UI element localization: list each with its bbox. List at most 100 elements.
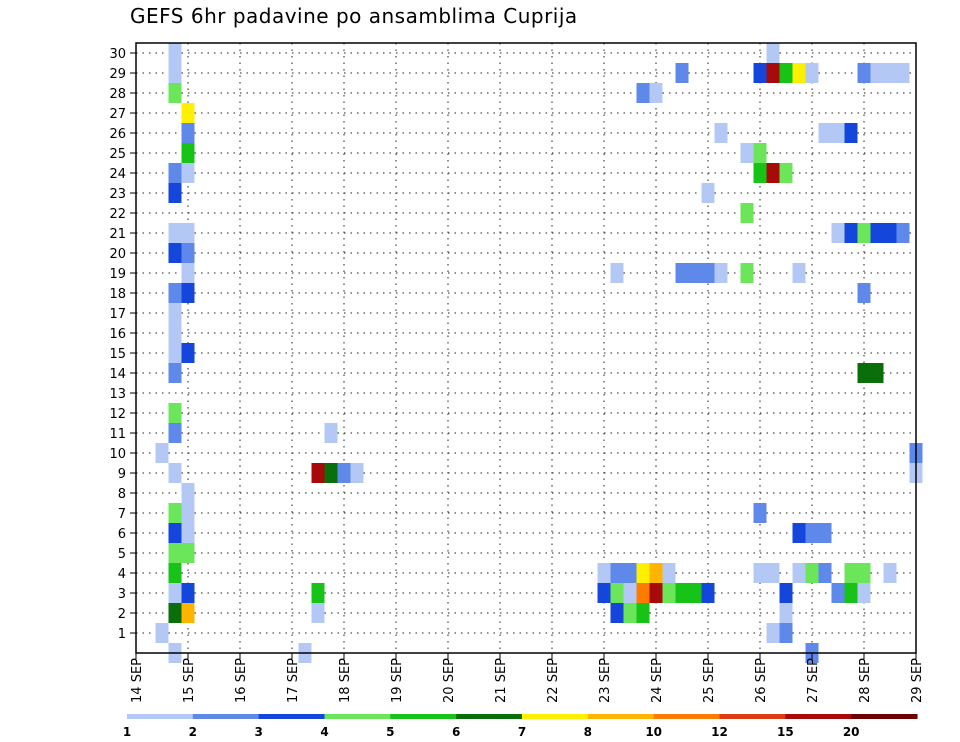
x-tick-label: 15 SEP bbox=[182, 658, 197, 703]
colorbar-label: 7 bbox=[518, 725, 526, 739]
heatmap-cell bbox=[701, 263, 715, 283]
heatmap-cell bbox=[740, 203, 754, 223]
heatmap-cell bbox=[844, 223, 858, 243]
heatmap-cell bbox=[831, 223, 845, 243]
heatmap-cell bbox=[714, 123, 728, 143]
y-tick-label: 20 bbox=[109, 247, 126, 262]
heatmap-cell bbox=[168, 403, 182, 423]
x-tick-label: 21 SEP bbox=[494, 658, 509, 703]
heatmap-cell bbox=[792, 63, 806, 83]
heatmap-cell bbox=[168, 523, 182, 543]
heatmap-cell bbox=[168, 243, 182, 263]
heatmap-cell bbox=[844, 583, 858, 603]
heatmap-cell bbox=[675, 263, 689, 283]
heatmap-cell bbox=[662, 583, 676, 603]
y-tick-label: 19 bbox=[109, 267, 126, 282]
heatmap-cell bbox=[883, 223, 897, 243]
colorbar-label: 5 bbox=[386, 725, 394, 739]
x-tick-label: 24 SEP bbox=[650, 658, 665, 703]
y-tick-label: 27 bbox=[109, 107, 126, 122]
y-tick-label: 22 bbox=[109, 207, 126, 222]
colorbar-segment bbox=[653, 714, 720, 719]
heatmap-cell bbox=[636, 563, 650, 583]
y-tick-label: 11 bbox=[109, 427, 126, 442]
colorbar-label: 8 bbox=[584, 725, 592, 739]
heatmap-cell bbox=[818, 563, 832, 583]
heatmap-cell bbox=[896, 63, 910, 83]
heatmap-cell bbox=[766, 163, 780, 183]
heatmap-cell bbox=[168, 603, 182, 623]
heatmap-cell bbox=[324, 463, 338, 483]
heatmap-cell bbox=[753, 163, 767, 183]
heatmap-cell bbox=[623, 583, 637, 603]
heatmap-cell bbox=[675, 63, 689, 83]
y-tick-label: 16 bbox=[109, 327, 126, 342]
heatmap-cell bbox=[818, 123, 832, 143]
heatmap-cell bbox=[688, 263, 702, 283]
heatmap-cell bbox=[636, 583, 650, 603]
heatmap-cell bbox=[610, 583, 624, 603]
heatmap-cell bbox=[610, 603, 624, 623]
colorbar-label: 1 bbox=[123, 725, 131, 739]
heatmap-cell bbox=[311, 603, 325, 623]
heatmap-cell bbox=[818, 523, 832, 543]
heatmap-cell bbox=[168, 463, 182, 483]
y-tick-label: 8 bbox=[118, 487, 126, 502]
y-tick-label: 7 bbox=[118, 507, 126, 522]
heatmap-cell bbox=[181, 343, 195, 363]
heatmap-cell bbox=[779, 163, 793, 183]
x-tick-label: 20 SEP bbox=[442, 658, 457, 703]
heatmap-cell bbox=[805, 563, 819, 583]
heatmap-cell bbox=[753, 563, 767, 583]
heatmap-cell bbox=[623, 563, 637, 583]
heatmap-cell bbox=[181, 223, 195, 243]
heatmap-cell bbox=[701, 583, 715, 603]
heatmap-cell bbox=[181, 603, 195, 623]
x-tick-label: 26 SEP bbox=[754, 658, 769, 703]
heatmap-cell bbox=[597, 583, 611, 603]
heatmap-cell bbox=[155, 443, 169, 463]
heatmap-cell bbox=[181, 143, 195, 163]
heatmap-cell bbox=[168, 183, 182, 203]
heatmap-cell bbox=[155, 623, 169, 643]
colorbar-segment bbox=[324, 714, 391, 719]
y-tick-label: 21 bbox=[109, 227, 126, 242]
heatmap-cell bbox=[831, 583, 845, 603]
colorbar-segment bbox=[258, 714, 325, 719]
y-tick-label: 30 bbox=[109, 47, 126, 62]
heatmap-cell bbox=[753, 503, 767, 523]
colorbar-segment bbox=[456, 714, 523, 719]
heatmap-cell bbox=[857, 363, 871, 383]
y-tick-label: 18 bbox=[109, 287, 126, 302]
heatmap-cell bbox=[662, 563, 676, 583]
heatmap-cell bbox=[168, 163, 182, 183]
heatmap-cell bbox=[831, 123, 845, 143]
y-tick-label: 1 bbox=[118, 627, 126, 642]
y-tick-label: 26 bbox=[109, 127, 126, 142]
colorbar-segment bbox=[719, 714, 786, 719]
heatmap-cell bbox=[701, 183, 715, 203]
colorbar-label: 2 bbox=[189, 725, 197, 739]
y-tick-label: 25 bbox=[109, 147, 126, 162]
y-tick-label: 15 bbox=[109, 347, 126, 362]
heatmap-cell bbox=[792, 523, 806, 543]
heatmap-cell bbox=[857, 283, 871, 303]
x-tick-label: 16 SEP bbox=[234, 658, 249, 703]
heatmap-cell bbox=[597, 563, 611, 583]
heatmap-cell bbox=[168, 63, 182, 83]
heatmap-cell bbox=[168, 283, 182, 303]
heatmap-cell bbox=[311, 463, 325, 483]
y-tick-label: 3 bbox=[118, 587, 126, 602]
heatmap-cell bbox=[870, 63, 884, 83]
heatmap-cell bbox=[766, 563, 780, 583]
heatmap-cell bbox=[649, 563, 663, 583]
heatmap-cell bbox=[168, 343, 182, 363]
colorbar-label: 4 bbox=[320, 725, 328, 739]
colorbar-segment bbox=[522, 714, 589, 719]
heatmap-cell bbox=[610, 263, 624, 283]
heatmap-cell bbox=[688, 583, 702, 603]
heatmap-cell bbox=[883, 563, 897, 583]
heatmap-cell bbox=[181, 583, 195, 603]
y-tick-label: 12 bbox=[109, 407, 126, 422]
heatmap-cell bbox=[324, 423, 338, 443]
